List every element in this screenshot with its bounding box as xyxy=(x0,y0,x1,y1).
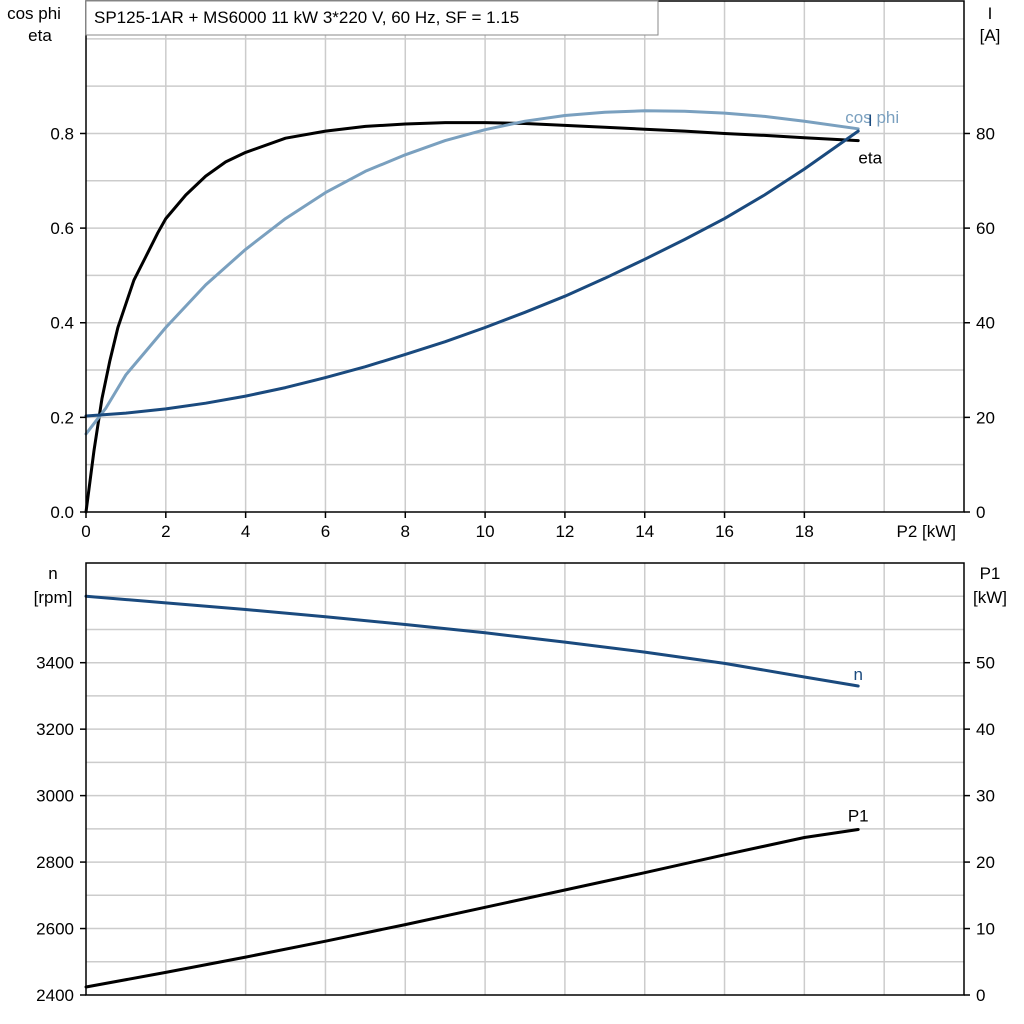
x-axis-title: P2 [kW] xyxy=(896,522,956,541)
lower-right-tick-label: 10 xyxy=(976,920,995,939)
upper-left-tick-label: 0.2 xyxy=(50,408,74,427)
lower-right-tick-label: 40 xyxy=(976,720,995,739)
chart-title: SP125-1AR + MS6000 11 kW 3*220 V, 60 Hz,… xyxy=(94,8,519,27)
lower-left-tick-label: 2400 xyxy=(36,986,74,1005)
upper-right-axis-title: [A] xyxy=(980,26,1001,45)
upper-right-tick-label: 80 xyxy=(976,124,995,143)
upper-right-axis-title: I xyxy=(988,4,993,23)
lower-left-tick-label: 3200 xyxy=(36,720,74,739)
lower-left-axis-title: [rpm] xyxy=(34,588,73,607)
lower-right-tick-label: 30 xyxy=(976,787,995,806)
upper-plot-frame xyxy=(85,0,965,513)
lower-right-tick-label: 20 xyxy=(976,853,995,872)
lower-left-tick-label: 3000 xyxy=(36,787,74,806)
upper-left-tick-label: 0.0 xyxy=(50,503,74,522)
lower-plot-frame xyxy=(85,562,965,996)
x-tick-label: 8 xyxy=(401,522,410,541)
upper-right-tick-label: 40 xyxy=(976,314,995,333)
series-label-n: n xyxy=(854,665,863,684)
lower-left-tick-label: 2600 xyxy=(36,920,74,939)
upper-left-tick-label: 0.8 xyxy=(50,124,74,143)
upper-left-tick-label: 0.4 xyxy=(50,314,74,333)
lower-right-axis-title: P1 xyxy=(980,564,1001,583)
series-label-p1: P1 xyxy=(848,807,869,826)
series-label-i: I xyxy=(868,111,873,130)
lower-left-axis-title: n xyxy=(48,564,57,583)
x-tick-label: 4 xyxy=(241,522,250,541)
series-label-eta: eta xyxy=(858,149,882,168)
series-line-eta xyxy=(84,121,860,514)
upper-right-tick-label: 0 xyxy=(976,503,985,522)
x-tick-label: 18 xyxy=(795,522,814,541)
chart-title-box: SP125-1AR + MS6000 11 kW 3*220 V, 60 Hz,… xyxy=(85,0,659,36)
series-line-cos-phi xyxy=(84,109,860,436)
lower-right-tick-label: 0 xyxy=(976,986,985,1005)
x-tick-label: 14 xyxy=(635,522,654,541)
x-tick-label: 12 xyxy=(555,522,574,541)
x-tick-label: 2 xyxy=(161,522,170,541)
lower-left-tick-label: 2800 xyxy=(36,853,74,872)
lower-left-tick-label: 3400 xyxy=(36,654,74,673)
upper-left-axis-title: eta xyxy=(28,26,52,45)
x-tick-label: 16 xyxy=(715,522,734,541)
lower-right-axis-title: [kW] xyxy=(973,588,1007,607)
x-tick-label: 10 xyxy=(476,522,495,541)
upper-right-tick-label: 60 xyxy=(976,219,995,238)
lower-right-tick-label: 50 xyxy=(976,654,995,673)
series-line-n xyxy=(84,594,860,688)
upper-left-axis-title: cos phi xyxy=(7,4,61,23)
series-label-cos-phi: cos phi xyxy=(845,108,899,127)
series-line-p1 xyxy=(84,828,860,989)
upper-left-tick-label: 0.6 xyxy=(50,219,74,238)
x-tick-label: 6 xyxy=(321,522,330,541)
series-line-i xyxy=(84,129,860,418)
x-tick-label: 0 xyxy=(81,522,90,541)
upper-right-tick-label: 20 xyxy=(976,408,995,427)
